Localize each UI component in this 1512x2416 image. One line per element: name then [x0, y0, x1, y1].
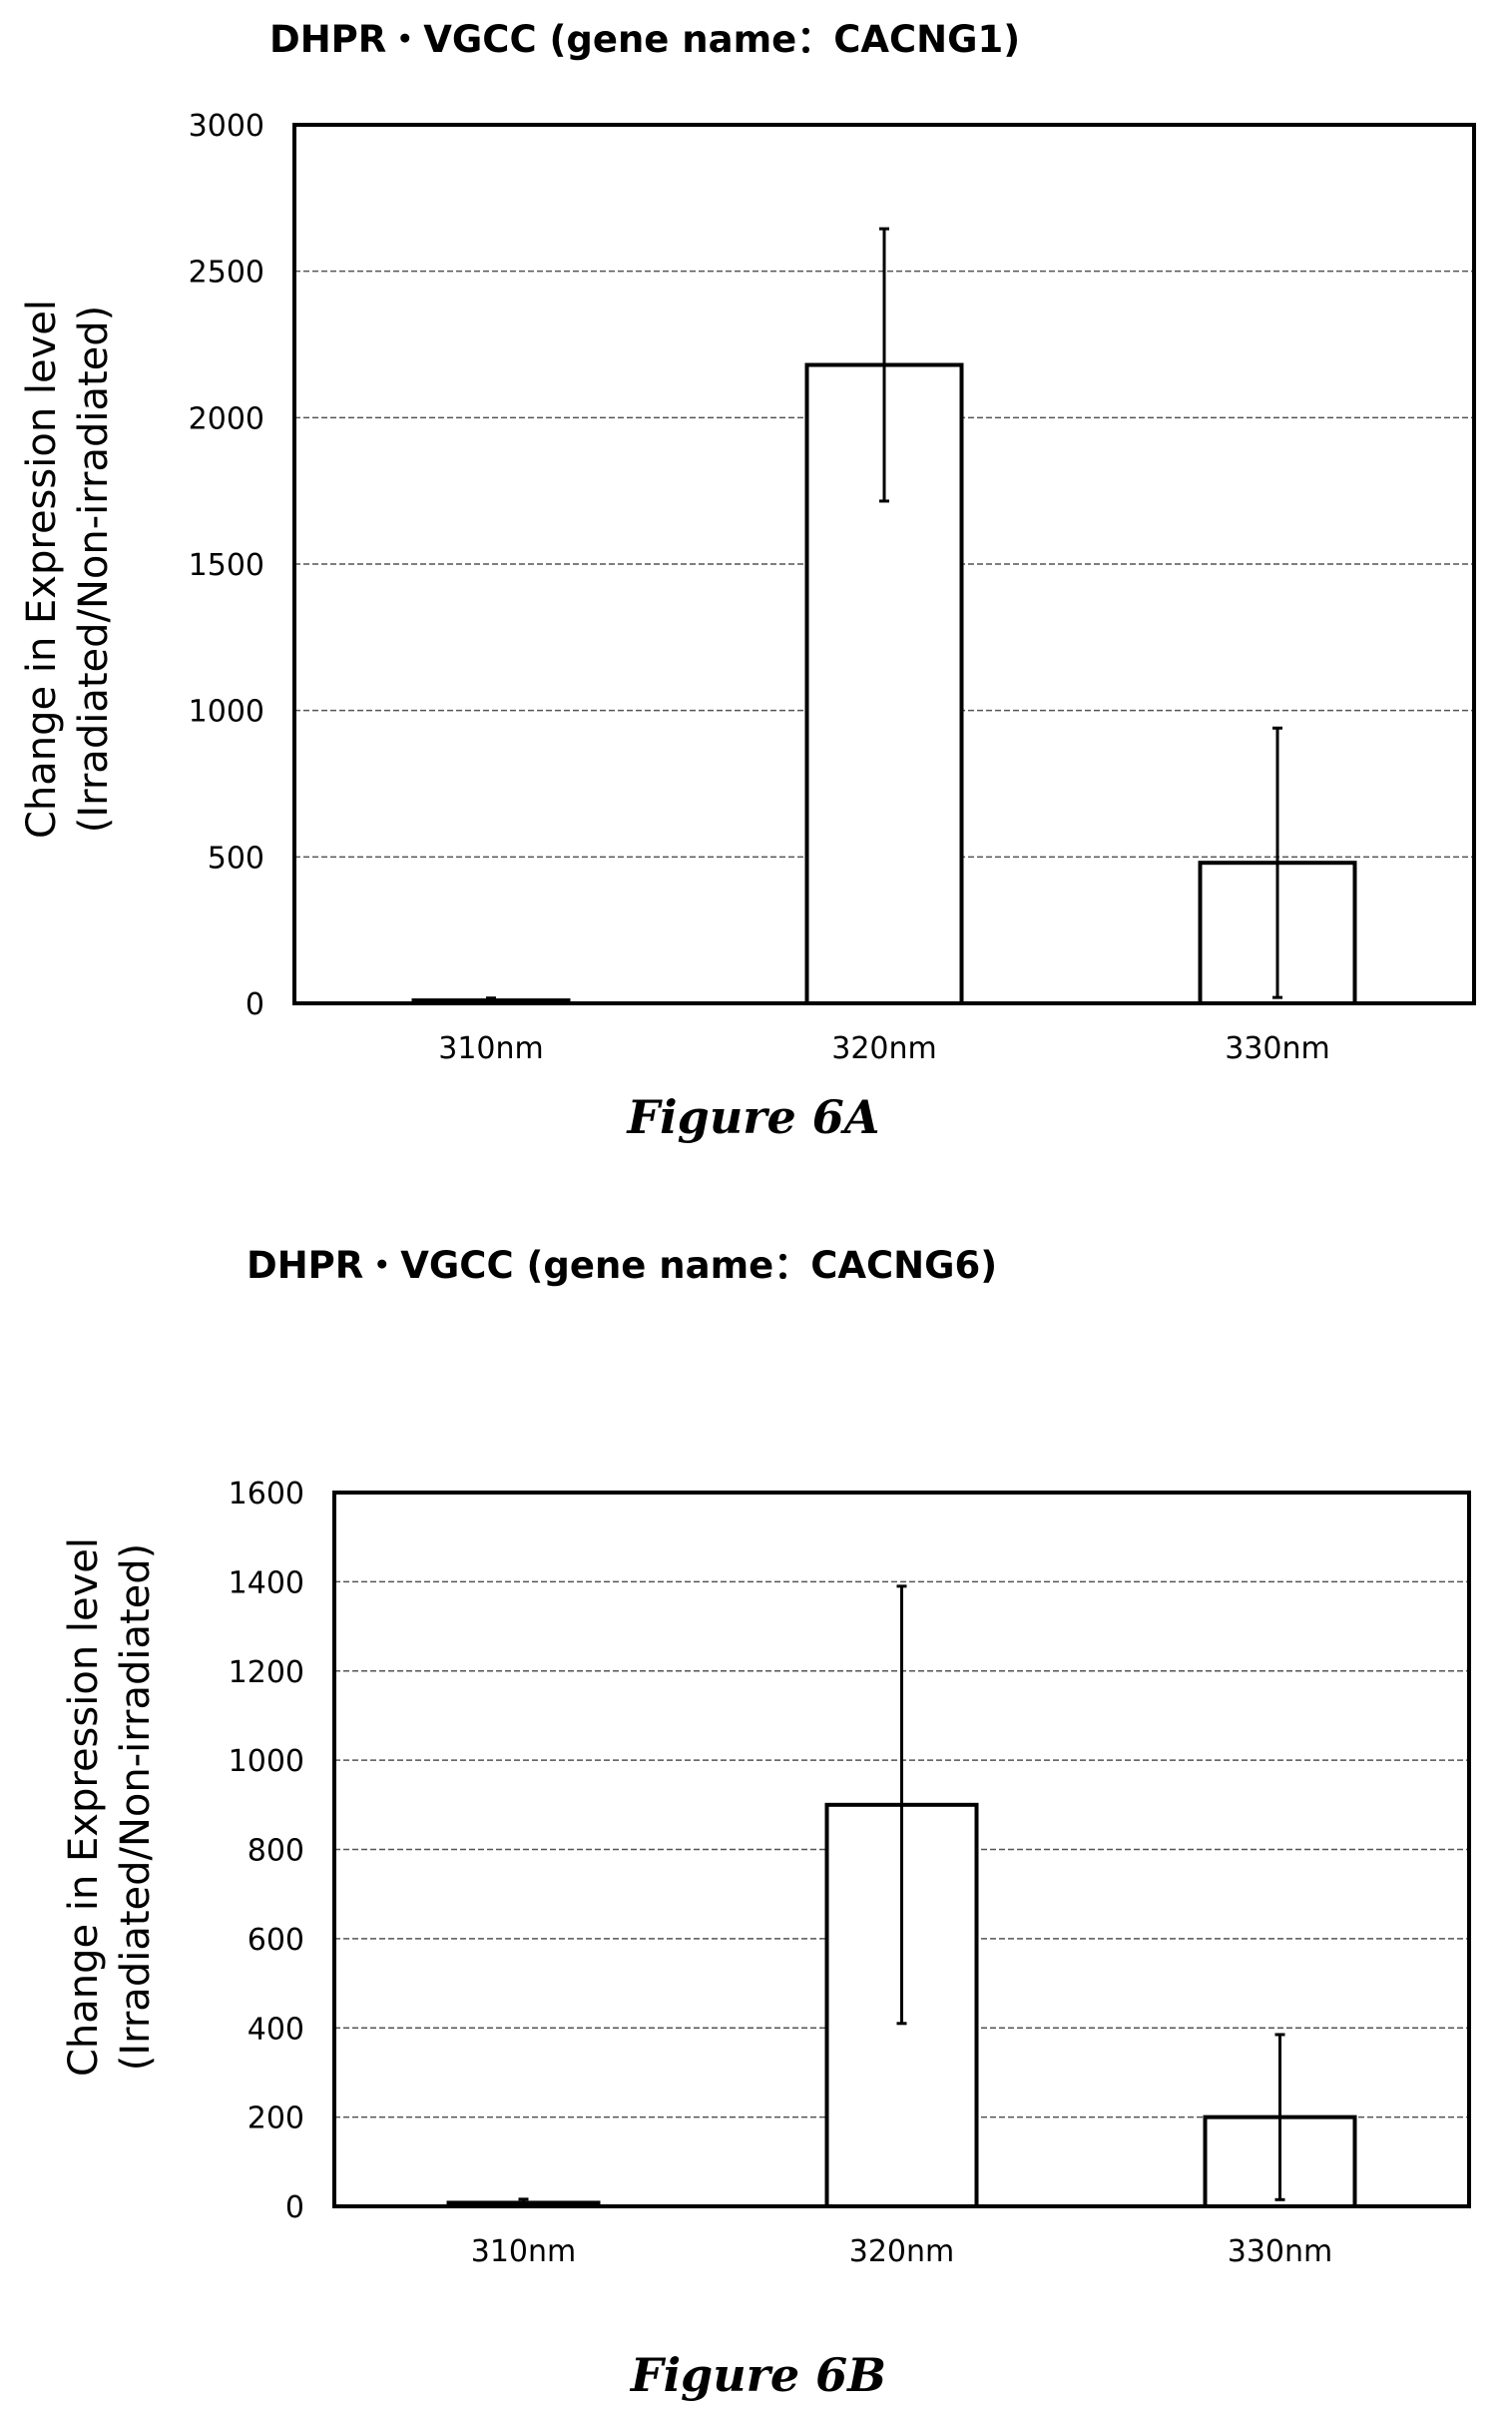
- chart-6b-title: DHPR・VGCC (gene name：CACNG6): [247, 1244, 997, 1287]
- chart-6a-xtick-label: 330nm: [1225, 1031, 1330, 1066]
- chart-6b-ytick-label: 1400: [229, 1565, 304, 1600]
- chart-6b-ytick-label: 1000: [229, 1744, 304, 1779]
- chart-6a-ylabel: Change in Expression level (Irradiated/N…: [19, 300, 117, 839]
- chart-6b-errorbar-320nm: [896, 1584, 907, 2026]
- chart-6a-ytick-label: 3000: [189, 109, 264, 144]
- chart-6a-ytick-label: 2000: [189, 401, 264, 436]
- chart-6b-caption: Figure 6B: [629, 2348, 886, 2402]
- chart-6a-ytick-label: 500: [208, 841, 264, 876]
- chart-6b-ylabel-line1: Change in Expression level: [61, 1537, 107, 2077]
- chart-6b-ytick-label: 800: [248, 1834, 304, 1869]
- chart-6a-ytick-label: 2500: [189, 256, 264, 291]
- chart-6b-ytick-label: 400: [248, 2012, 304, 2047]
- chart-6b-errorbar-330nm: [1274, 2033, 1285, 2201]
- chart-6b-ylabel-line2: (Irradiated/Non-irradiated): [113, 1543, 159, 2072]
- chart-6b-ytick-label: 600: [248, 1923, 304, 1958]
- chart-6a-xtick-label: 320nm: [831, 1031, 937, 1066]
- chart-6b-xtick-label: 310nm: [471, 2234, 577, 2269]
- chart-6b-ytick-label: 1200: [229, 1655, 304, 1690]
- chart-6b-ylabel: Change in Expression level (Irradiated/N…: [61, 1537, 159, 2077]
- chart-6a-title: DHPR・VGCC (gene name：CACNG1): [269, 18, 1020, 61]
- chart-6b: DHPR・VGCC (gene name：CACNG6) Change in E…: [61, 1244, 1471, 2402]
- chart-6a-xtick-label: 310nm: [438, 1031, 544, 1066]
- chart-6a-ylabel-line2: (Irradiated/Non-irradiated): [71, 305, 117, 834]
- chart-6a-ytick-label: 1500: [189, 548, 264, 583]
- chart-6b-xtick-label: 320nm: [849, 2234, 955, 2269]
- chart-6a-ylabel-line1: Change in Expression level: [19, 300, 65, 839]
- chart-6b-ytick-label: 200: [248, 2102, 304, 2136]
- chart-6b-ytick-label: 0: [285, 2190, 304, 2225]
- chart-6a-plot-frame: [292, 123, 1476, 1005]
- chart-6b-xtick-label: 330nm: [1228, 2234, 1333, 2269]
- chart-6b-ytick-label: 1600: [229, 1477, 304, 1511]
- chart-6a-errorbar-330nm: [1272, 726, 1282, 999]
- chart-6a-ytick-label: 1000: [189, 695, 264, 730]
- chart-6a-errorbar-320nm: [879, 227, 889, 503]
- chart-6a-ytick-label: 0: [246, 987, 264, 1022]
- chart-6b-plot-frame: [332, 1491, 1471, 2208]
- chart-6a: DHPR・VGCC (gene name：CACNG1) Change in E…: [19, 18, 1476, 1144]
- chart-6a-caption: Figure 6A: [626, 1090, 880, 1144]
